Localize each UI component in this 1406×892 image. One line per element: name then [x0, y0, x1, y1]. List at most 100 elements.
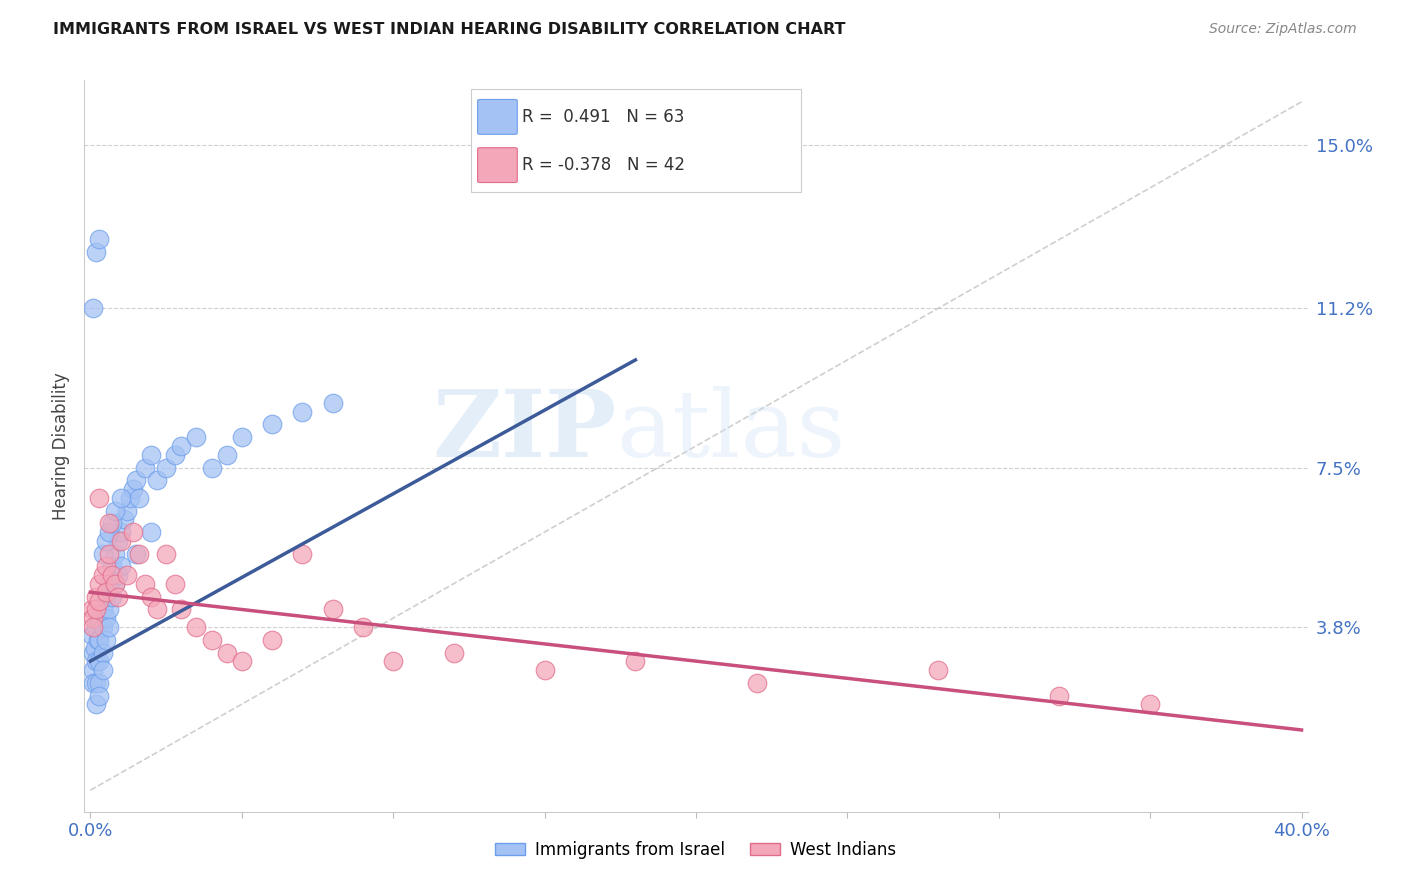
Point — [80, 602, 103, 616]
Point — [94, 585, 117, 599]
Point — [94, 533, 117, 548]
Point — [146, 602, 169, 616]
Point — [104, 576, 127, 591]
Point — [86, 590, 108, 604]
FancyBboxPatch shape — [478, 99, 517, 135]
Point — [231, 430, 253, 444]
Point — [291, 404, 314, 418]
Point — [110, 491, 132, 505]
Point — [121, 524, 143, 539]
Point — [107, 568, 129, 582]
Point — [262, 632, 284, 647]
Point — [231, 654, 253, 668]
Point — [128, 547, 150, 561]
Point — [82, 301, 104, 316]
Point — [94, 559, 117, 574]
Point — [100, 516, 122, 531]
Point — [165, 448, 187, 462]
Point — [146, 474, 169, 488]
Point — [112, 512, 135, 526]
Point — [91, 663, 114, 677]
Point — [110, 559, 132, 574]
Point — [125, 547, 148, 561]
Point — [86, 602, 108, 616]
Point — [165, 576, 187, 591]
Point — [200, 632, 222, 647]
Point — [82, 663, 104, 677]
Point — [352, 620, 374, 634]
Point — [91, 602, 114, 616]
Point — [97, 620, 120, 634]
Point — [104, 576, 127, 591]
Text: atlas: atlas — [616, 386, 846, 476]
Text: R = -0.378   N = 42: R = -0.378 N = 42 — [522, 156, 685, 174]
Point — [115, 568, 138, 582]
Point — [322, 602, 344, 616]
Point — [86, 675, 108, 690]
Point — [1139, 697, 1161, 711]
Point — [86, 245, 108, 260]
Point — [170, 439, 193, 453]
Point — [100, 568, 122, 582]
Point — [80, 628, 103, 642]
Point — [97, 602, 120, 616]
Point — [94, 632, 117, 647]
Point — [107, 533, 129, 548]
Point — [125, 474, 148, 488]
Point — [91, 547, 114, 561]
Point — [89, 491, 111, 505]
Point — [91, 568, 114, 582]
Point — [89, 594, 111, 608]
Point — [97, 516, 120, 531]
Point — [624, 654, 647, 668]
Text: R =  0.491   N = 63: R = 0.491 N = 63 — [522, 108, 685, 126]
Point — [927, 663, 949, 677]
Text: IMMIGRANTS FROM ISRAEL VS WEST INDIAN HEARING DISABILITY CORRELATION CHART: IMMIGRANTS FROM ISRAEL VS WEST INDIAN HE… — [53, 22, 846, 37]
Point — [104, 503, 127, 517]
Point — [100, 590, 122, 604]
Point — [89, 576, 111, 591]
Point — [82, 675, 104, 690]
Point — [100, 559, 122, 574]
Point — [104, 547, 127, 561]
Point — [107, 590, 129, 604]
Point — [121, 482, 143, 496]
Point — [186, 620, 208, 634]
Y-axis label: Hearing Disability: Hearing Disability — [52, 372, 70, 520]
Text: Source: ZipAtlas.com: Source: ZipAtlas.com — [1209, 22, 1357, 37]
Point — [89, 654, 111, 668]
Point — [215, 646, 238, 660]
Point — [115, 503, 138, 517]
Point — [200, 460, 222, 475]
Point — [291, 547, 314, 561]
Point — [91, 620, 114, 634]
Point — [91, 646, 114, 660]
Point — [89, 689, 111, 703]
Point — [134, 576, 156, 591]
Point — [139, 524, 162, 539]
Text: ZIP: ZIP — [432, 386, 616, 476]
Point — [84, 641, 107, 656]
Point — [87, 632, 110, 647]
Point — [94, 590, 117, 604]
Point — [97, 576, 120, 591]
Point — [110, 533, 132, 548]
FancyBboxPatch shape — [471, 89, 801, 192]
Point — [94, 611, 117, 625]
Point — [322, 396, 344, 410]
Point — [134, 460, 156, 475]
Point — [215, 448, 238, 462]
Point — [82, 646, 104, 660]
Point — [89, 611, 111, 625]
Point — [89, 675, 111, 690]
Legend: Immigrants from Israel, West Indians: Immigrants from Israel, West Indians — [489, 834, 903, 865]
Point — [89, 232, 111, 246]
Point — [382, 654, 405, 668]
Point — [110, 524, 132, 539]
Point — [170, 602, 193, 616]
FancyBboxPatch shape — [478, 148, 517, 183]
Point — [86, 620, 108, 634]
Point — [97, 524, 120, 539]
Point — [86, 654, 108, 668]
Point — [118, 491, 141, 505]
